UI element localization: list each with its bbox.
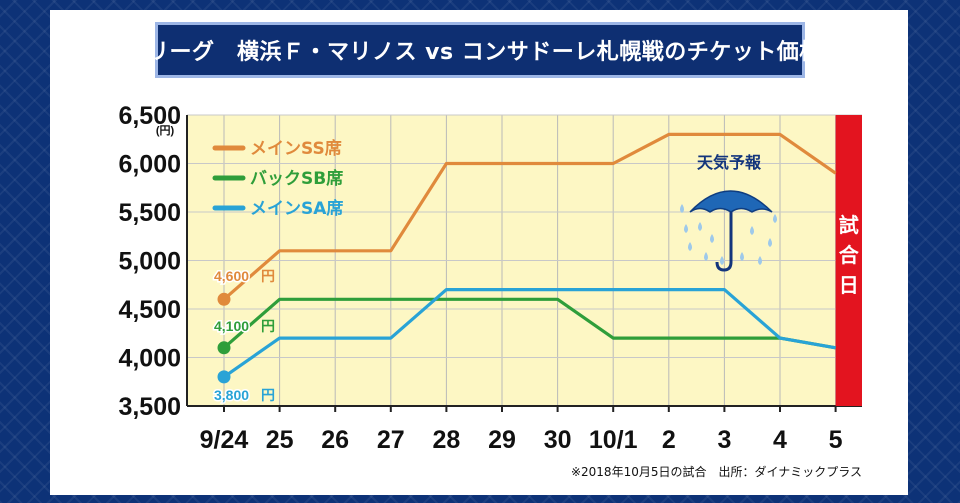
rain-drop-icon [740,252,744,261]
x-tick-label: 5 [829,426,843,454]
y-tick-label: 5,000 [118,248,181,276]
start-price-unit: 円 [261,318,275,334]
rain-drop-icon [698,222,702,231]
start-price-unit: 円 [261,268,275,284]
series-start-point [217,370,231,384]
y-tick-label: 5,500 [118,199,181,227]
umbrella-icon [689,190,773,213]
legend-label: メインSA席 [250,198,343,219]
y-tick-label: 4,000 [118,345,181,373]
umbrella-handle-hook [715,261,733,272]
x-tick-label: 30 [544,426,572,454]
x-tick-label: 29 [488,426,516,454]
match-day-bar [835,115,862,406]
chart-title: Jリーグ 横浜Ｆ・マリノス vs コンサドーレ札幌戦のチケット価格 [138,40,822,65]
rain-drop-icon [750,226,754,235]
x-tick-label: 28 [432,426,460,454]
rain-drop-icon [704,252,708,261]
rain-drop-icon [710,234,714,243]
source-note: ※2018年10月5日の試合 出所：ダイナミックプラス [571,464,862,479]
start-price-label: 4,100 [214,318,249,334]
legend-label: バックSB席 [250,168,343,189]
rain-drop-icon [768,238,772,247]
x-tick-label: 2 [662,426,676,454]
start-price-label: 3,800 [214,387,249,403]
x-tick-label: 27 [377,426,405,454]
rain-drop-icon [773,214,777,223]
x-tick-label: 4 [773,426,787,454]
legend-label: メインSS席 [250,138,342,159]
title-banner: Jリーグ 横浜Ｆ・マリノス vs コンサドーレ札幌戦のチケット価格 [138,22,821,78]
series-line [222,297,836,350]
x-tick-label: 10/1 [589,426,638,454]
rain-drop-icon [684,224,688,233]
x-tick-label: 3 [717,426,731,454]
y-tick-label: 4,500 [118,296,181,324]
y-tick-label: 3,500 [118,393,181,421]
x-tick-label: 9/24 [200,426,249,454]
y-unit-label: (円) [156,124,175,137]
start-price-label: 4,600 [214,268,249,284]
rain-drop-icon [680,204,684,213]
series-line [222,132,837,301]
match-day-label-char: 日 [839,273,859,297]
start-price-unit: 円 [261,387,275,403]
series-start-point [217,292,231,306]
series-start-point [217,341,231,355]
match-day-label-char: 試 [839,213,859,237]
x-tick-label: 25 [266,426,294,454]
y-tick-label: 6,500 [118,102,181,130]
rain-drop-icon [688,242,692,251]
x-tick-label: 26 [321,426,349,454]
series-line [223,288,836,379]
weather-forecast-label: 天気予報 [697,153,762,172]
y-tick-label: 6,000 [118,151,181,179]
match-day-label-char: 合 [839,243,860,267]
rain-drop-icon [758,256,762,265]
rain-drop-icon [720,256,724,265]
